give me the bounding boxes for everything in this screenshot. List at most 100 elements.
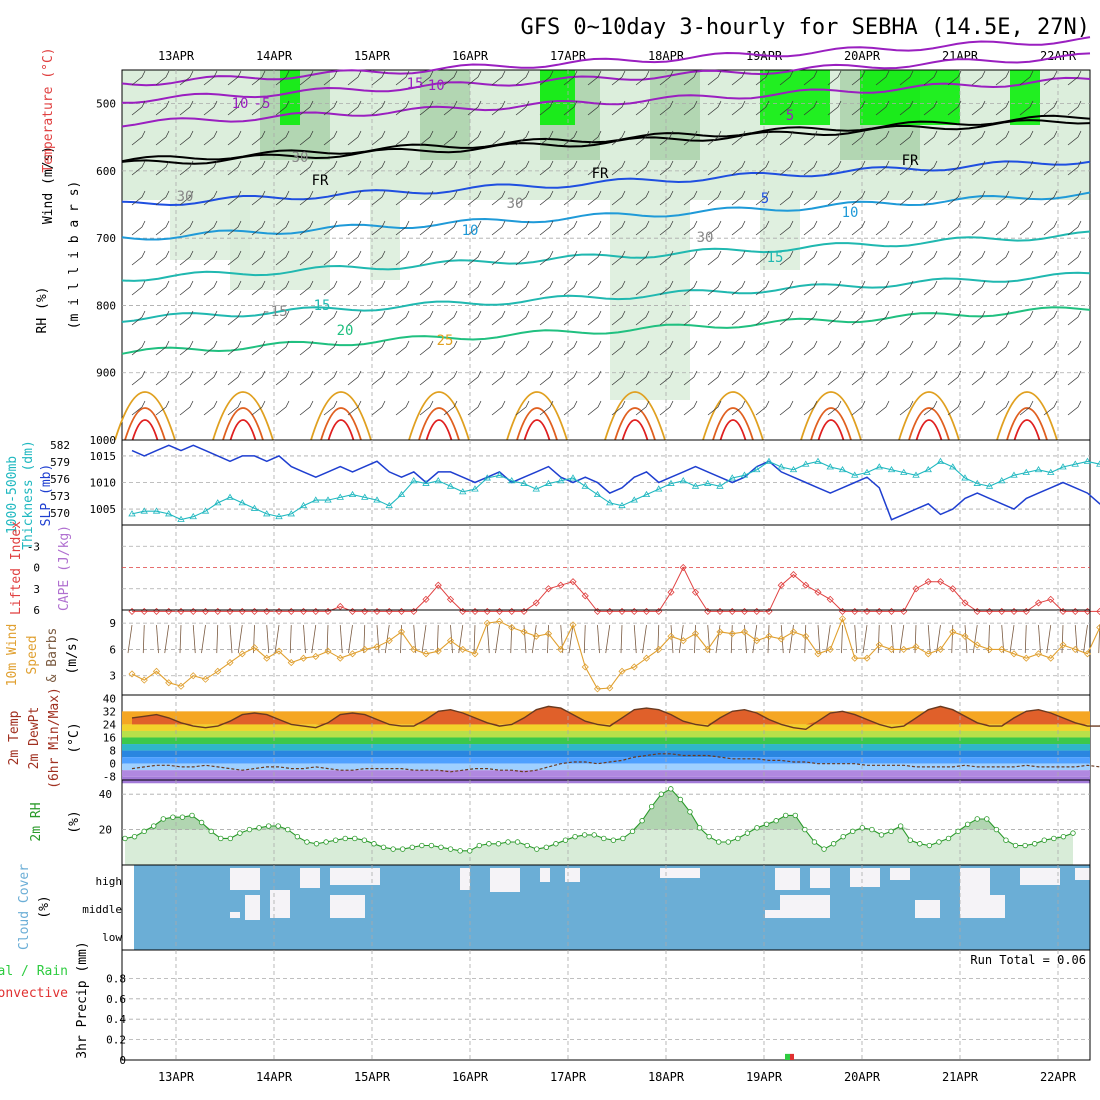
panel-label-wind-3: & Barbs: [45, 628, 60, 683]
wind-barb: [755, 250, 770, 266]
thickness-marker: [630, 496, 638, 503]
contour-label: FR: [312, 173, 329, 189]
lifted-index-marker: [912, 585, 920, 593]
thickness-marker: [1047, 468, 1055, 475]
wind-barb: [443, 130, 458, 146]
rh-marker: [294, 833, 301, 840]
wind-barb: [275, 100, 290, 116]
wind-barb: [323, 250, 338, 266]
wind-speed-marker: [201, 675, 210, 683]
wind-barb: [683, 400, 698, 416]
temperature-area: [132, 706, 1100, 725]
thickness-marker: [238, 499, 246, 506]
wind-barb: [731, 70, 746, 86]
wind-barb: [971, 280, 986, 296]
wind-barb: [899, 340, 914, 356]
lifted-index-marker: [336, 602, 344, 611]
wind-barb: [515, 280, 530, 296]
wind-barb: [203, 250, 218, 266]
wind-barb: [995, 190, 1010, 206]
wind-barb: [875, 280, 890, 296]
wind-barb: [779, 100, 794, 116]
surface-wind-barb: [266, 625, 270, 654]
wind-barb: [419, 100, 434, 116]
wind-barb: [395, 310, 410, 326]
thickness-marker: [471, 485, 479, 492]
rh-marker: [371, 841, 377, 847]
wind-barb: [803, 340, 818, 356]
wind-barb: [1067, 130, 1082, 146]
lifted-index-marker: [936, 578, 945, 586]
rh-marker: [170, 814, 176, 820]
rh-marker: [256, 825, 262, 831]
contour-label: FR: [592, 166, 609, 182]
surface-wind-barb: [127, 624, 133, 654]
wind-barb: [371, 370, 386, 386]
wind-barb: [419, 280, 434, 296]
wind-barb: [1067, 160, 1082, 176]
wind-barb: [491, 280, 506, 296]
wind-speed-marker: [863, 654, 871, 662]
rh-marker: [725, 839, 731, 845]
date-label-bottom: 18APR: [648, 1070, 685, 1084]
wind-barb: [323, 370, 338, 386]
thickness-marker: [532, 485, 540, 492]
lifted-index-marker: [1034, 599, 1043, 607]
wind-barb: [443, 220, 458, 236]
date-label-bottom: 13APR: [158, 1070, 195, 1084]
wind-barb: [899, 160, 914, 176]
cloud-block: [460, 868, 470, 890]
wind-speed-marker: [655, 645, 663, 653]
surface-wind-barb: [817, 625, 821, 654]
wind-barb: [851, 400, 866, 416]
rh-marker: [811, 839, 818, 845]
wind-barb: [155, 310, 170, 326]
surface-wind-barb: [486, 625, 490, 654]
lifted-index-marker: [826, 595, 834, 603]
wind-speed-marker: [1034, 650, 1043, 658]
lifted-index-marker: [777, 581, 785, 589]
contour-label: FR: [902, 153, 919, 169]
lifted-index-marker: [581, 592, 589, 600]
wind-barb: [299, 100, 314, 116]
wind-barb: [227, 130, 242, 146]
wind-barb: [707, 160, 722, 176]
wind-barb: [299, 160, 314, 176]
cloud-block: [660, 868, 700, 878]
surface-wind-barb: [951, 625, 954, 654]
wind-barb: [563, 70, 578, 86]
rh-marker: [361, 837, 368, 843]
wind-barb: [179, 250, 194, 266]
thickness-marker: [177, 515, 185, 522]
wind-barb: [875, 130, 890, 146]
wind-barb: [1043, 250, 1058, 266]
rh-marker: [534, 846, 540, 852]
wind-barb: [899, 190, 914, 206]
wind-barb: [875, 190, 890, 206]
wind-barb: [227, 190, 242, 206]
rh-marker: [974, 816, 980, 822]
wind-barb: [299, 340, 314, 356]
rh-marker: [467, 848, 473, 854]
wind-barb: [899, 130, 914, 146]
wind-barb: [539, 400, 554, 416]
wind-barb: [587, 70, 602, 86]
rh-marker: [409, 844, 415, 850]
wind-barb: [371, 250, 386, 266]
cloud-block: [270, 890, 290, 918]
wind-speed-marker: [998, 645, 1006, 653]
cloud-block: [230, 912, 240, 918]
wind-speed-marker: [422, 650, 430, 658]
wind-barb: [731, 160, 746, 176]
wind-speed-marker: [838, 615, 847, 623]
wind-barb: [155, 340, 170, 356]
wind-barb: [1019, 190, 1034, 206]
wind-barb: [779, 190, 794, 206]
wind-barb: [299, 130, 314, 146]
rh-marker: [428, 842, 435, 849]
wind-barb: [659, 340, 674, 356]
surface-wind-barb: [384, 624, 390, 654]
rh-marker: [151, 823, 157, 829]
wind-speed-marker: [642, 654, 651, 662]
wind-barb: [923, 70, 938, 86]
